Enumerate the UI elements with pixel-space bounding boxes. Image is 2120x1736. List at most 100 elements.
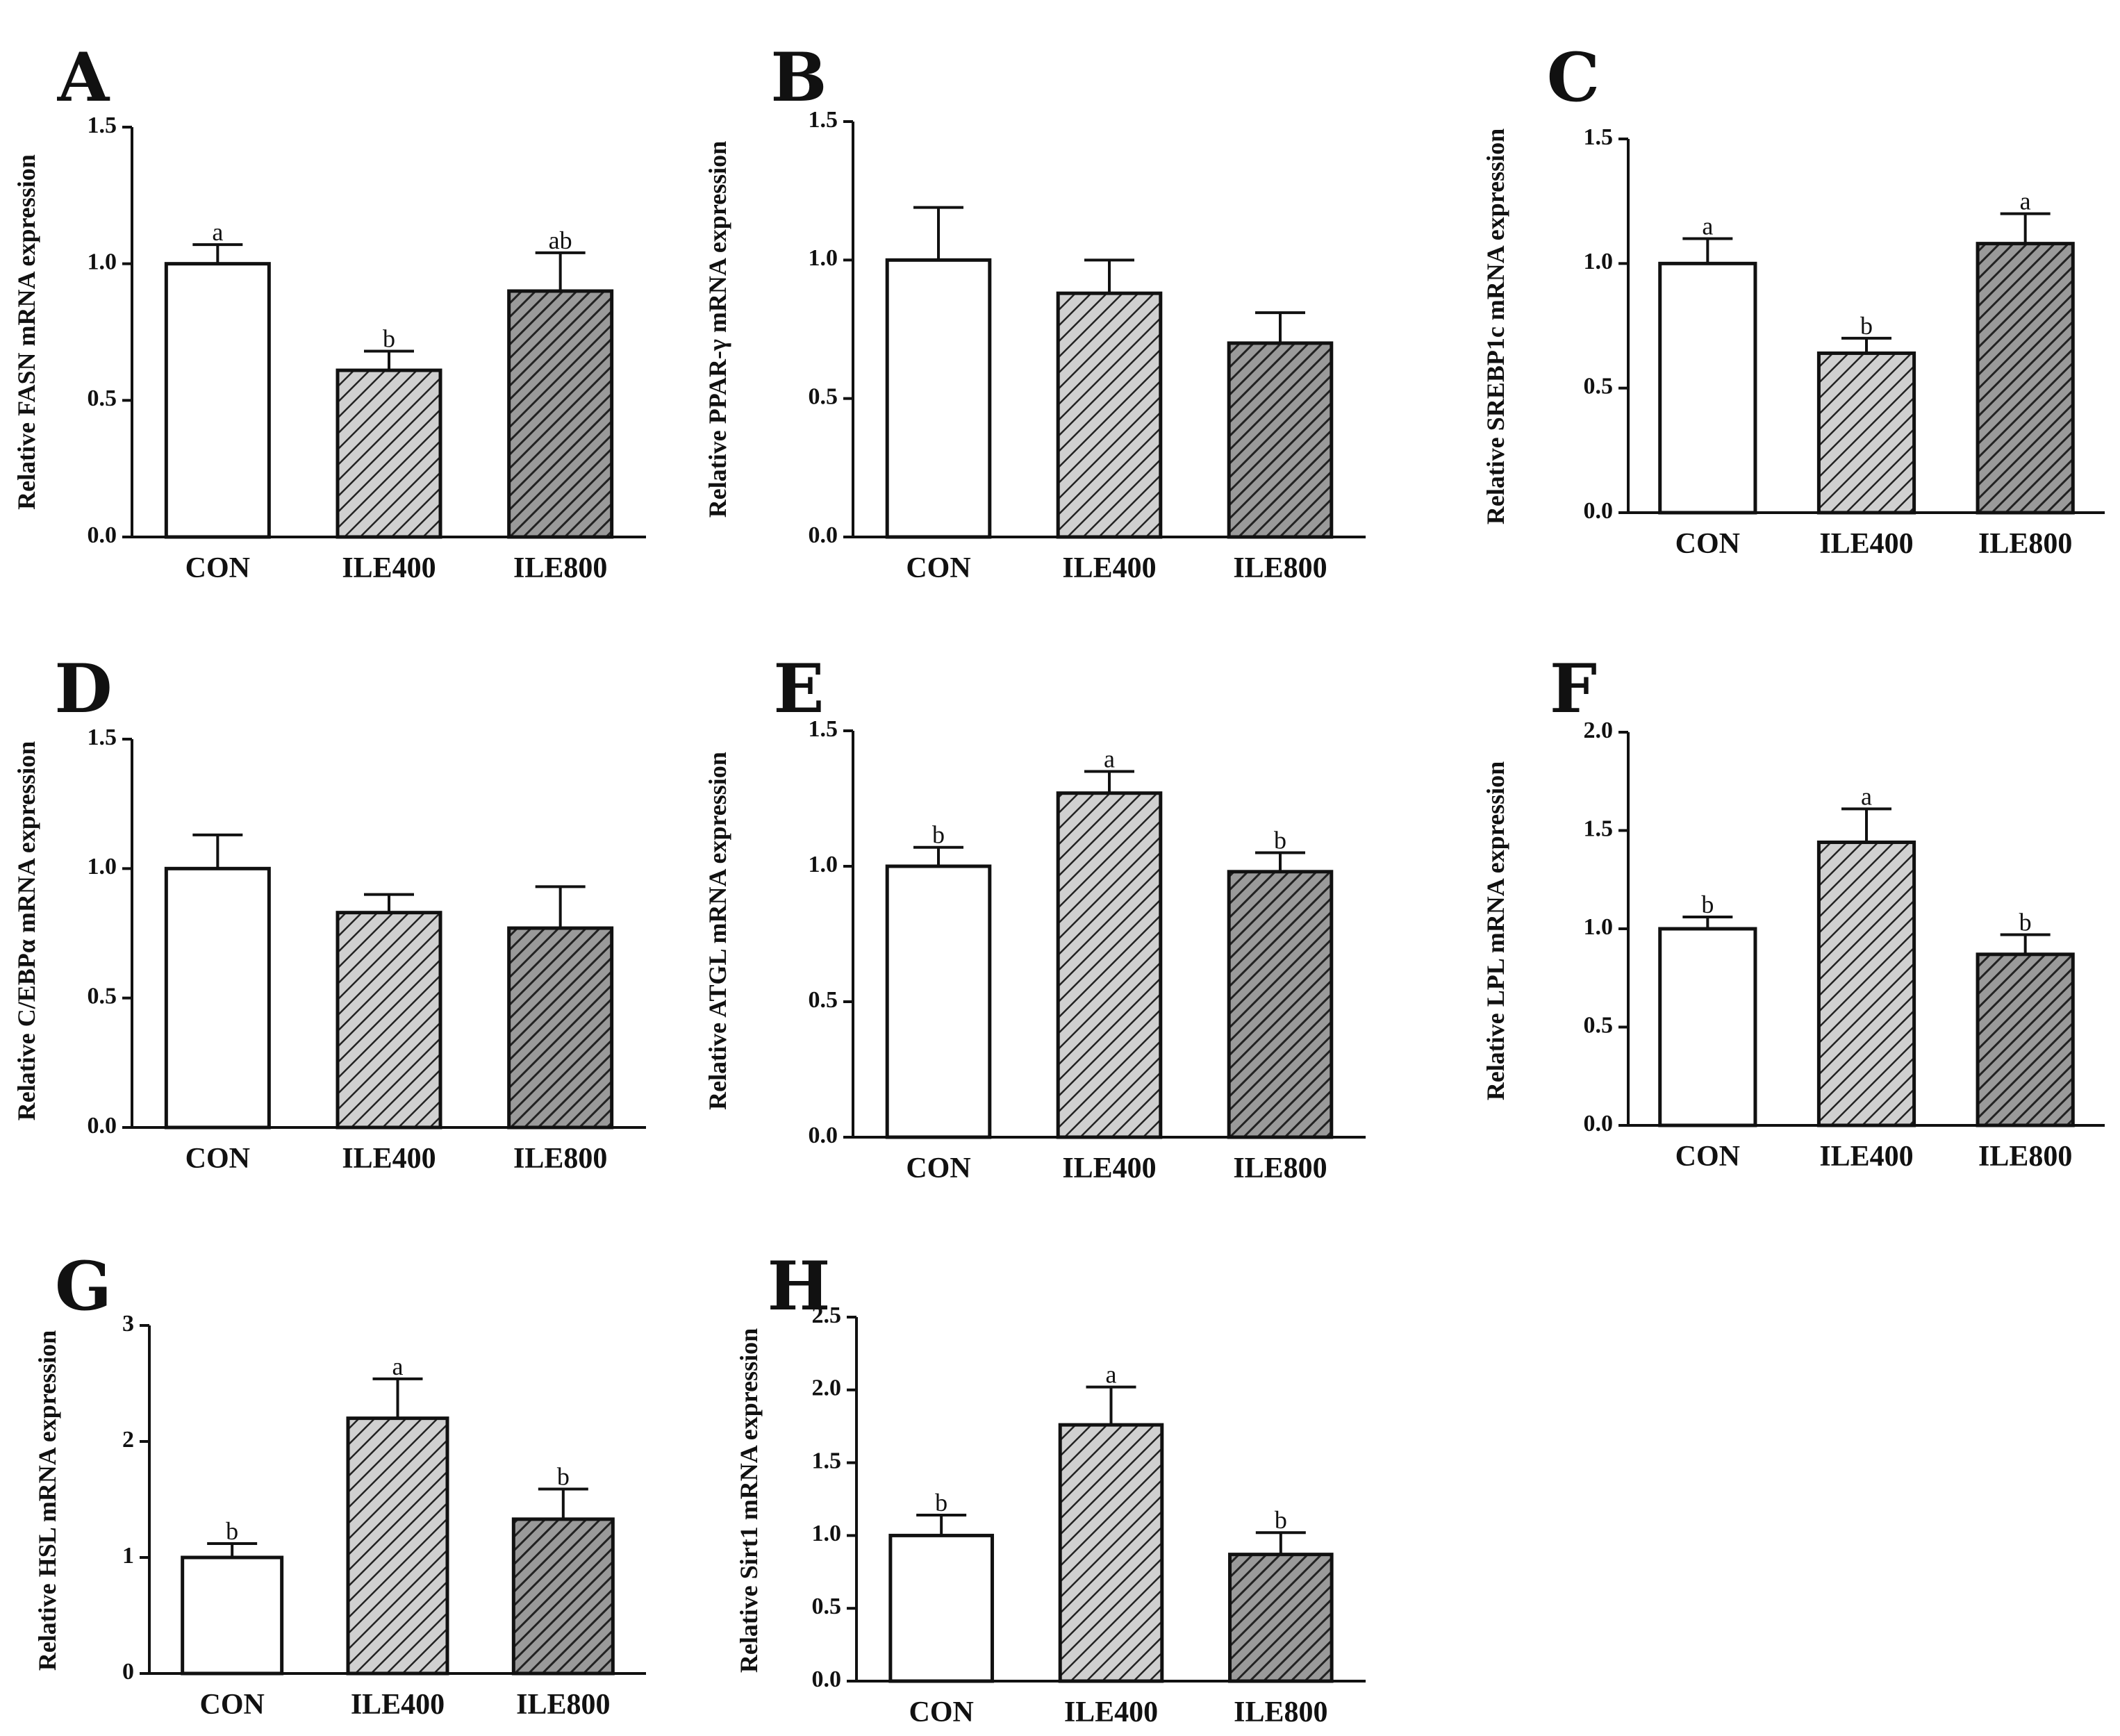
significance-label: a <box>212 218 223 246</box>
y-tick-label: 0.5 <box>1584 373 1614 399</box>
chart-panel-e: E Relative ATGL mRNA expression 0.0 0.5 1.0 1… <box>704 650 1366 1184</box>
x-tick-label: ILE400 <box>1062 1152 1156 1184</box>
y-tick-label: 1.0 <box>88 249 117 274</box>
y-tick-label: 0.0 <box>88 522 117 548</box>
y-tick-label: 0.5 <box>88 983 117 1009</box>
bar-ile400 <box>1816 840 1916 1127</box>
bar-con <box>164 262 271 539</box>
y-tick-label: 1 <box>122 1543 134 1569</box>
y-tick-label: 0.5 <box>88 386 117 411</box>
bar-ile400 <box>346 1416 449 1676</box>
significance-label: b <box>383 325 395 353</box>
y-tick-label: 0.0 <box>809 522 838 548</box>
y-tick-label: 1.5 <box>809 107 838 133</box>
significance-label: a <box>1106 1361 1117 1389</box>
chart-panel-c: C Relative SREBP1c mRNA expression 0.0 0.5 1… <box>1482 38 2105 560</box>
panel-letter: D <box>54 650 112 728</box>
panel-letter: A <box>57 38 110 117</box>
chart-panel-b: B Relative PPAR-γ mRNA expression 0.0 0.5 1.… <box>704 38 1366 584</box>
x-tick-label: ILE800 <box>513 1143 607 1175</box>
panel-letter: B <box>770 38 827 117</box>
y-tick-label: 0.5 <box>812 1594 842 1619</box>
y-tick-label: 1.5 <box>1584 816 1614 841</box>
bar-ile800 <box>1976 242 2075 515</box>
x-tick-label: ILE800 <box>1234 1696 1327 1728</box>
significance-label: a <box>1104 745 1115 773</box>
y-tick-label: 1.5 <box>812 1448 842 1473</box>
significance-label: a <box>1861 782 1872 810</box>
x-tick-label: CON <box>909 1696 973 1728</box>
y-tick-label: 2.0 <box>812 1375 842 1401</box>
y-tick-label: 2 <box>122 1427 134 1453</box>
y-tick-label: 0.5 <box>1584 1012 1614 1038</box>
x-tick-label: CON <box>199 1689 264 1721</box>
panel-letter: F <box>1550 650 1597 728</box>
bar-ile400 <box>1056 291 1163 539</box>
y-tick-label: 0.0 <box>1584 1111 1614 1136</box>
bar-ile400 <box>1058 1423 1164 1683</box>
y-axis-label: Relative FASN mRNA expression <box>13 154 40 510</box>
y-tick-label: 1.5 <box>809 716 838 742</box>
y-tick-label: 2.5 <box>812 1303 842 1328</box>
y-tick-label: 3 <box>122 1311 134 1337</box>
y-axis-label: Relative LPL mRNA expression <box>1482 761 1509 1100</box>
x-tick-label: ILE400 <box>1819 1141 1913 1173</box>
bar-ile800 <box>507 289 614 539</box>
bar-con <box>885 864 992 1139</box>
bar-ile400 <box>336 911 442 1130</box>
bar-ile800 <box>507 926 614 1130</box>
chart-panel-d: D Relative C/EBPα mRNA expression 0.0 0.5 1.… <box>13 650 646 1175</box>
panel-letter: H <box>768 1247 831 1325</box>
significance-label: a <box>2020 188 2031 215</box>
x-tick-label: ILE400 <box>1819 528 1913 560</box>
bar-con <box>164 866 271 1130</box>
significance-label: b <box>557 1462 570 1490</box>
significance-label: a <box>1702 212 1713 240</box>
chart-panel-g: G Relative HSL mRNA expression 0 1 2 3 b CON a IL… <box>33 1247 646 1721</box>
bar-con <box>888 1533 994 1683</box>
y-tick-label: 0 <box>122 1659 134 1685</box>
y-axis-label: Relative HSL mRNA expression <box>33 1330 61 1671</box>
y-tick-label: 1.0 <box>1584 914 1614 940</box>
y-tick-label: 0.5 <box>809 987 838 1013</box>
x-tick-label: CON <box>1675 528 1740 560</box>
chart-panel-f: F Relative LPL mRNA expression 0.0 0.5 1.0 1.… <box>1482 650 2105 1173</box>
significance-label: b <box>935 1489 947 1516</box>
y-axis-label: Relative ATGL mRNA expression <box>704 752 731 1110</box>
y-tick-label: 1.5 <box>88 725 117 750</box>
y-tick-label: 1.0 <box>812 1521 842 1546</box>
bar-con <box>1658 927 1757 1127</box>
panel-letter: E <box>773 650 824 728</box>
x-tick-label: CON <box>906 552 970 584</box>
chart-panel-a: A Relative FASN mRNA expression 0.0 0.5 1.0 1… <box>13 38 646 584</box>
x-tick-label: ILE800 <box>516 1689 610 1721</box>
bar-ile800 <box>1227 870 1334 1139</box>
bar-ile800 <box>1976 952 2075 1127</box>
x-tick-label: CON <box>185 1143 250 1175</box>
y-tick-label: 1.5 <box>88 113 117 138</box>
significance-label: b <box>932 821 945 849</box>
y-axis-label: Relative SREBP1c mRNA expression <box>1482 129 1509 524</box>
x-tick-label: ILE400 <box>1064 1696 1158 1728</box>
y-tick-label: 1.0 <box>809 852 838 877</box>
bar-ile400 <box>1816 351 1916 515</box>
significance-label: b <box>2019 908 2032 936</box>
significance-label: b <box>1274 827 1286 854</box>
y-tick-label: 0.0 <box>1584 498 1614 524</box>
x-tick-label: ILE400 <box>342 552 436 584</box>
bar-ile400 <box>336 368 442 539</box>
significance-label: a <box>392 1353 404 1380</box>
y-axis-label: Relative PPAR-γ mRNA expression <box>704 141 731 518</box>
x-tick-label: ILE800 <box>1233 1152 1327 1184</box>
bar-ile800 <box>1228 1553 1334 1683</box>
x-tick-label: CON <box>185 552 250 584</box>
x-tick-label: ILE400 <box>1062 552 1156 584</box>
bar-con <box>1658 261 1757 515</box>
y-tick-label: 1.0 <box>809 245 838 271</box>
significance-label: b <box>226 1517 238 1545</box>
bar-ile800 <box>1227 341 1334 539</box>
x-tick-label: CON <box>1675 1141 1740 1173</box>
x-tick-label: ILE800 <box>1233 552 1327 584</box>
